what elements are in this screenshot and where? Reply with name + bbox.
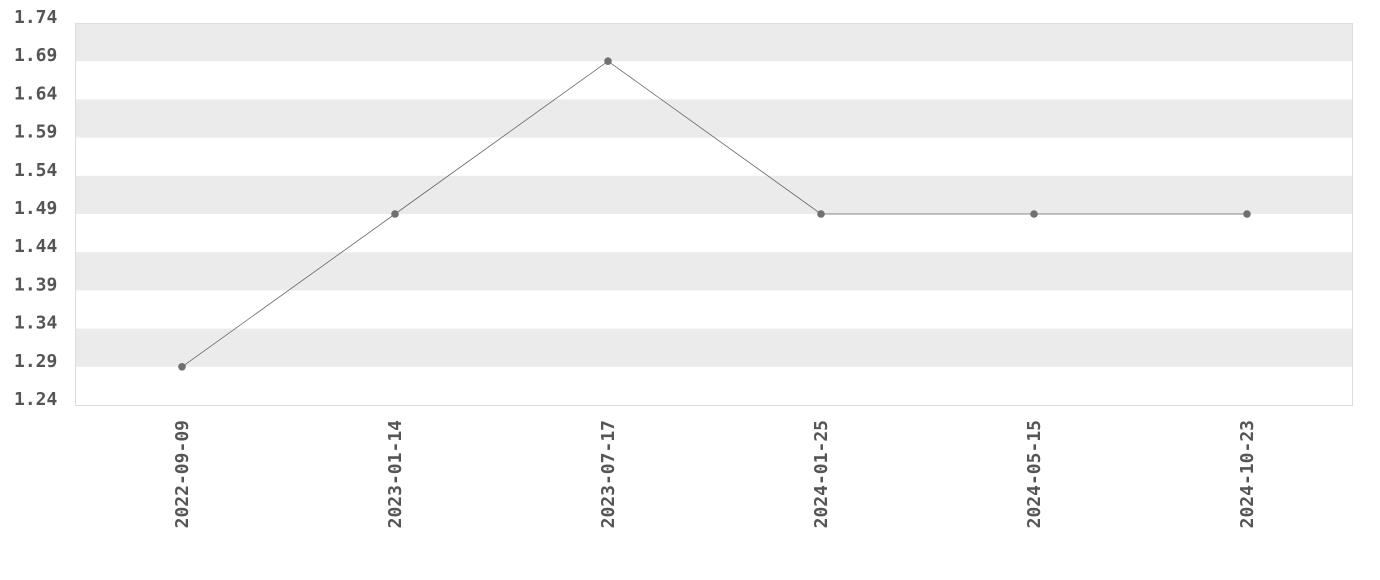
grid-band [76,99,1352,138]
data-point [604,57,612,65]
x-tick-label: 2024-01-25 [811,420,832,528]
x-tick-label: 2022-09-09 [172,420,193,528]
data-point [178,363,186,371]
plot-area-border [75,23,1353,406]
y-tick-label: 1.54 [14,160,58,181]
data-point [1243,210,1251,218]
y-tick-label: 1.24 [14,389,58,410]
y-tick-label: 1.44 [14,236,58,257]
series-line [181,60,1247,368]
y-tick-label: 1.29 [14,351,57,372]
data-point [817,210,825,218]
data-point [391,210,399,218]
data-point [1030,210,1038,218]
x-tick-label: 2024-10-23 [1237,420,1258,528]
grid-bands [76,23,1352,367]
grid-band [76,23,1352,62]
y-tick-label: 1.34 [14,313,58,334]
series-points [178,57,1251,371]
x-tick-label: 2023-07-17 [598,420,619,528]
y-tick-label: 1.39 [14,274,57,295]
y-axis: 1.74 1.69 1.64 1.59 1.54 1.49 1.44 1.39 1.34 1.29… [14,7,58,410]
grid-band [76,175,1352,214]
x-tick-label: 2023-01-14 [385,420,406,529]
y-tick-label: 1.64 [14,83,58,104]
y-tick-label: 1.69 [14,45,57,66]
y-tick-label: 1.59 [14,122,57,143]
y-tick-label: 1.74 [14,7,58,28]
x-axis: 2022-09-09 2023-01-14 2023-07-17 2024-01-25… [172,420,1258,529]
y-tick-label: 1.49 [14,198,57,219]
grid-band [76,252,1352,291]
x-tick-label: 2024-05-15 [1024,420,1045,528]
grid-band [76,328,1352,367]
